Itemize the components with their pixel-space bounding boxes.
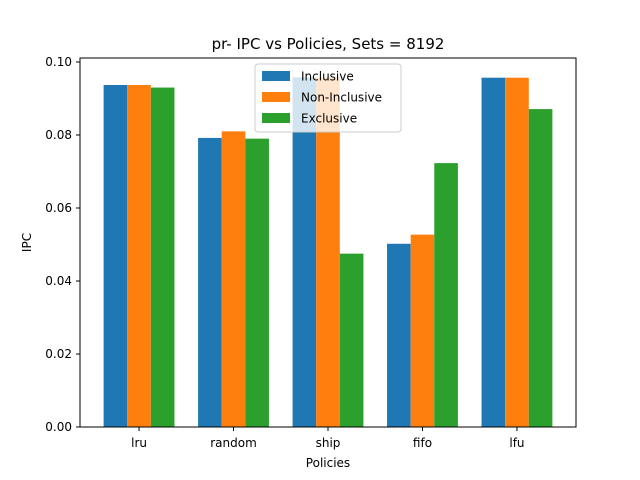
bar-non-inclusive-fifo — [410, 234, 435, 427]
legend-swatch — [262, 71, 290, 81]
y-tick-label: 0.04 — [45, 274, 72, 288]
plot-frame — [79, 57, 577, 428]
legend-swatch — [262, 113, 290, 123]
y-axis-label: IPC — [20, 233, 34, 252]
legend-label: Inclusive — [301, 70, 354, 84]
bar-inclusive-lru — [103, 84, 128, 428]
bar-inclusive-random — [198, 137, 222, 428]
bar-exclusive-random — [245, 138, 269, 427]
ticks-group: lru random ship fifo lfu 0.00 0.02 0.04 0.06 0.08… — [45, 55, 524, 450]
legend-box — [254, 63, 402, 133]
bar-inclusive-lfu — [481, 77, 506, 427]
bar-exclusive-lfu — [528, 109, 553, 428]
y-tick-label: 0.00 — [45, 420, 72, 434]
legend-swatch — [262, 92, 290, 102]
y-tick-label: 0.06 — [45, 201, 72, 215]
bar-non-inclusive-ship — [316, 77, 340, 427]
chart-title: pr- IPC vs Policies, Sets = 8192 — [212, 35, 445, 53]
legend-label: Exclusive — [301, 112, 357, 126]
y-tick-label: 0.10 — [45, 55, 72, 69]
bar-non-inclusive-lfu — [505, 77, 529, 427]
bar-inclusive-fifo — [387, 243, 411, 427]
x-tick-label: fifo — [413, 436, 432, 450]
x-tick-label: lru — [131, 436, 147, 450]
legend-label: Non-Inclusive — [301, 91, 382, 105]
bars-group — [103, 77, 553, 428]
x-tick-label: ship — [316, 436, 341, 450]
bar-exclusive-ship — [339, 253, 364, 427]
y-tick-label: 0.08 — [45, 128, 72, 142]
bar-inclusive-ship — [292, 77, 317, 427]
x-tick-label: random — [210, 436, 257, 450]
x-tick-label: lfu — [509, 436, 524, 450]
bar-non-inclusive-lru — [127, 84, 151, 428]
x-axis-label: Policies — [306, 456, 350, 470]
legend: Inclusive Non-Inclusive Exclusive — [254, 63, 402, 133]
bar-non-inclusive-random — [221, 131, 246, 427]
y-tick-label: 0.02 — [45, 347, 72, 361]
bar-exclusive-lru — [150, 87, 175, 428]
bar-exclusive-fifo — [434, 163, 458, 428]
